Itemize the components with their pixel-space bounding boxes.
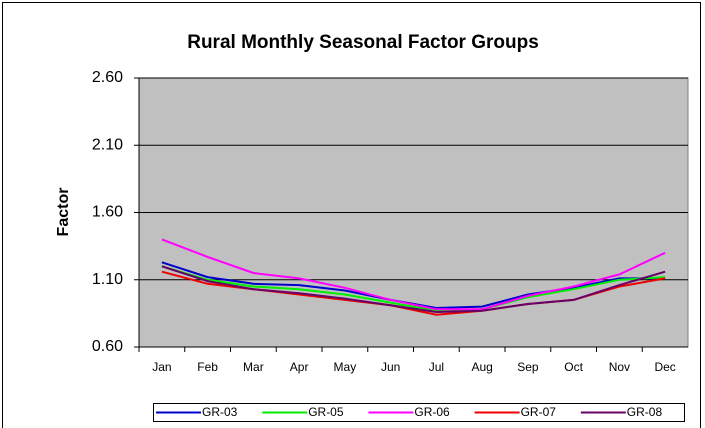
x-tick-label: Feb xyxy=(197,360,218,374)
legend-label: GR-07 xyxy=(521,405,557,419)
y-tick-label: 1.10 xyxy=(92,271,123,288)
x-tick-label: Apr xyxy=(290,360,309,374)
legend-label: GR-03 xyxy=(202,405,238,419)
y-axis-label: Factor xyxy=(55,188,72,237)
y-tick-label: 0.60 xyxy=(92,338,123,355)
series-line xyxy=(161,265,666,314)
legend-label: GR-08 xyxy=(627,405,663,419)
x-tick-label: Oct xyxy=(564,360,583,374)
chart-title: Rural Monthly Seasonal Factor Groups xyxy=(187,32,539,53)
x-tick-label: Jun xyxy=(381,360,400,374)
series-line xyxy=(161,265,666,312)
y-tick-label: 2.60 xyxy=(92,69,123,86)
series-line xyxy=(161,238,666,311)
y-tick-label: 2.10 xyxy=(92,136,123,153)
x-tick-label: Jul xyxy=(429,360,444,374)
x-tick-label: May xyxy=(334,360,357,374)
x-tick-label: Nov xyxy=(609,360,630,374)
x-tick-label: Aug xyxy=(471,360,492,374)
legend-label: GR-05 xyxy=(308,405,344,419)
x-tick-label: Dec xyxy=(654,360,675,374)
legend-label: GR-06 xyxy=(414,405,450,419)
x-tick-label: Mar xyxy=(243,360,264,374)
y-tick-label: 1.60 xyxy=(92,204,123,221)
legend xyxy=(153,403,685,422)
x-tick-label: Jan xyxy=(152,360,171,374)
x-tick-label: Sep xyxy=(517,360,539,374)
